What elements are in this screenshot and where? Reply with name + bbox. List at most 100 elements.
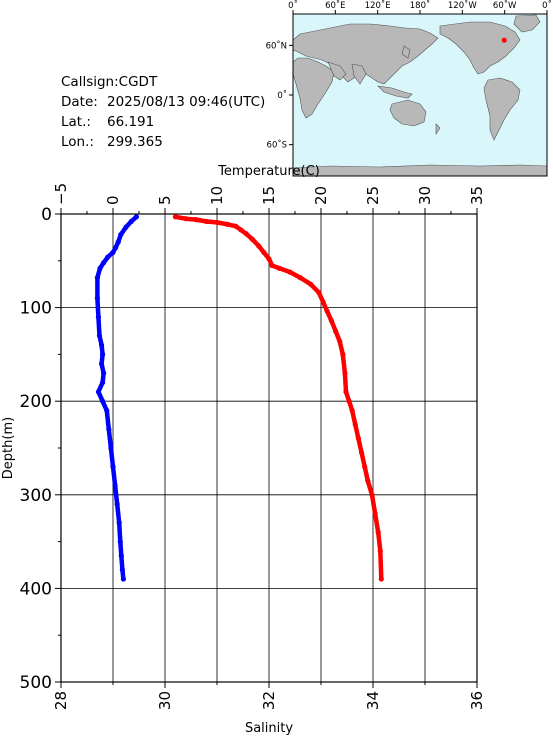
temperature-tick-label: 15: [260, 186, 278, 205]
data-point: [332, 328, 339, 334]
data-point: [193, 217, 199, 223]
data-point: [365, 478, 371, 484]
data-point: [95, 389, 102, 395]
date-value: 2025/08/13 09:46(UTC): [107, 94, 266, 110]
depth-tick-label: 0: [41, 205, 52, 225]
landmass-indonesia: [377, 85, 413, 99]
data-point: [98, 361, 105, 367]
temperature-tick-label: 20: [312, 186, 330, 205]
data-point: [337, 338, 343, 344]
data-point: [204, 218, 210, 225]
data-point: [238, 227, 244, 233]
map-lon-tick-label: 60˚W: [493, 0, 517, 11]
landmass-south-america: [483, 77, 521, 141]
data-point: [119, 567, 125, 573]
salinity-tick-label: 30: [156, 691, 174, 710]
landmass-new-zealand: [435, 123, 441, 135]
landmass-north-america: [439, 21, 521, 75]
data-point: [233, 223, 239, 229]
landmass-africa: [292, 57, 335, 119]
data-point: [224, 221, 230, 227]
data-point: [183, 216, 189, 222]
landmass-japan: [401, 45, 411, 59]
data-point: [100, 379, 106, 386]
data-point: [97, 265, 103, 271]
data-point: [287, 269, 293, 275]
data-point: [261, 249, 267, 255]
series-line: [173, 214, 384, 582]
data-point: [297, 275, 303, 281]
data-point: [378, 576, 384, 582]
map-lon-tick-label: 0˚: [288, 0, 298, 11]
data-point: [100, 351, 106, 357]
data-point: [104, 407, 110, 414]
data-point: [120, 576, 126, 582]
map-lat-tick-label: 60˚S: [267, 140, 287, 151]
data-point: [114, 501, 120, 507]
map-lat-tick-label: 60˚N: [266, 40, 287, 51]
depth-tick-label: 400: [20, 579, 52, 599]
data-point: [94, 295, 100, 301]
salinity-tick-label: 34: [364, 691, 382, 710]
temperature-tick-label: 10: [208, 186, 226, 205]
map-land: [292, 14, 548, 177]
map-lat-tick-label: 0˚: [277, 90, 287, 101]
data-point: [324, 308, 330, 314]
data-point: [101, 370, 107, 376]
lat-label: Lat.:: [61, 114, 91, 130]
data-point: [133, 214, 139, 220]
data-point: [113, 245, 119, 251]
landmass-antarctica: [292, 164, 548, 177]
salinity-tick-label: 28: [52, 691, 70, 710]
map-lon-tick-label: 120˚W: [448, 0, 477, 11]
data-point: [320, 299, 326, 305]
salinity-axis-label: Salinity: [245, 721, 293, 736]
data-point: [118, 231, 124, 238]
data-point: [110, 249, 116, 255]
data-point: [328, 318, 334, 324]
data-point: [123, 224, 129, 230]
salinity-tick-label: 36: [468, 691, 486, 710]
data-point: [369, 492, 375, 498]
depth-axis-label: Depth(m): [1, 417, 16, 479]
landmass-india: [351, 63, 367, 85]
series-line: [95, 214, 139, 582]
temperature-tick-label: 35: [468, 186, 486, 205]
data-point: [172, 214, 178, 220]
data-point: [105, 254, 111, 260]
landmass-arabia: [327, 61, 347, 81]
data-point: [110, 464, 116, 470]
data-point: [96, 333, 103, 339]
landmass-greenland: [513, 14, 541, 33]
map-lon-tick-label: 60˚E: [325, 0, 345, 11]
map-tick-labels: 0˚ 60˚E 120˚E 180˚ 120˚W 60˚W 0˚ 60˚N 0˚ 60˚S: [266, 0, 552, 151]
temperature-tick-label: 30: [416, 186, 434, 205]
data-point: [256, 243, 262, 249]
data-point: [108, 445, 114, 451]
lon-label: Lon.:: [61, 134, 94, 150]
data-point: [117, 539, 123, 545]
data-point: [128, 218, 134, 225]
series-temperature: [172, 214, 384, 582]
data-point: [375, 529, 381, 535]
series-salinity: [94, 214, 139, 582]
map-lon-tick-label: 180˚: [410, 0, 430, 11]
landmass-australia: [389, 99, 427, 127]
data-point: [372, 510, 378, 517]
depth-tick-label: 500: [20, 673, 52, 693]
data-point: [377, 548, 383, 554]
data-point: [358, 450, 365, 456]
data-point: [266, 256, 272, 262]
temperature-tick-label: 5: [156, 195, 174, 205]
salinity-tick-label: 32: [260, 691, 278, 710]
data-point: [100, 398, 106, 404]
data-point: [316, 290, 322, 296]
data-point: [362, 464, 368, 470]
station-marker: [501, 37, 507, 43]
data-point: [106, 426, 112, 432]
depth-tick-label: 200: [20, 392, 52, 412]
lon-row: Lon.: 299.365: [61, 132, 265, 152]
data-point: [249, 236, 255, 242]
lat-value: 66.191: [107, 114, 155, 130]
